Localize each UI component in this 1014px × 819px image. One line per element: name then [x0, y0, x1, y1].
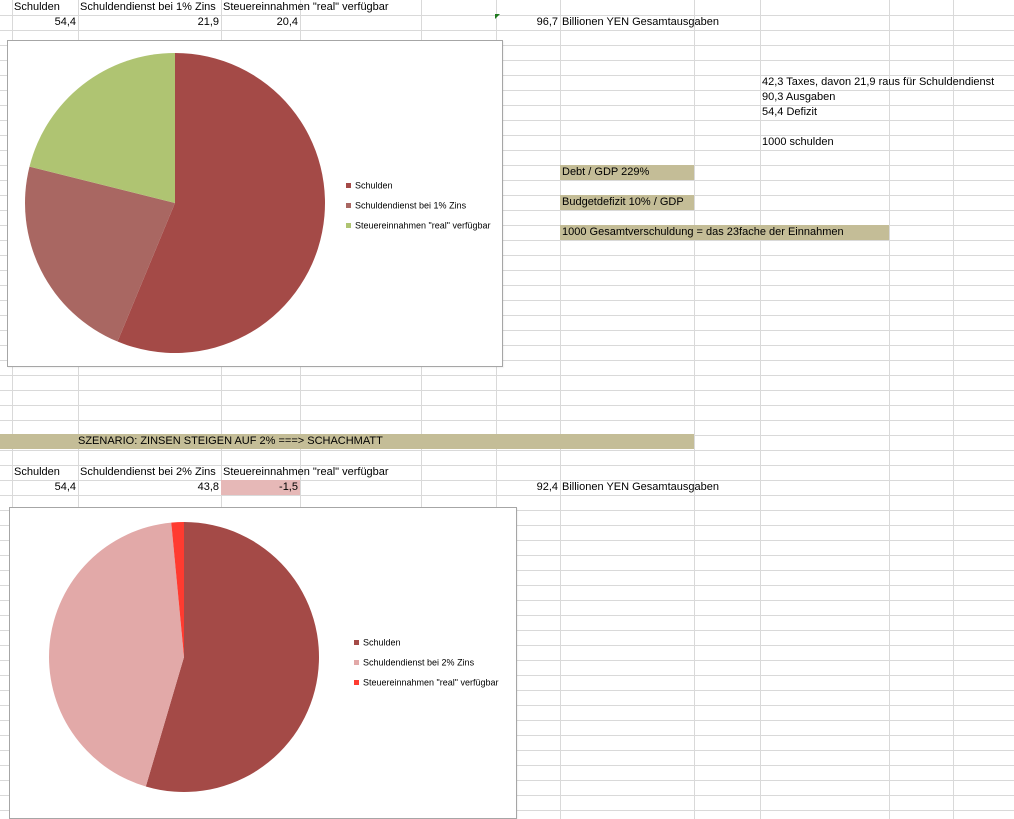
value-cell[interactable]: 54,4: [54, 16, 76, 28]
total-value-cell[interactable]: 92,4: [536, 481, 558, 493]
legend-label: Schuldendienst bei 1% Zins: [355, 200, 467, 211]
pie-slice-2[interactable]: [24, 166, 175, 342]
legend-label: Schulden: [355, 180, 393, 191]
pie-chart-2-legend: Schulden Schuldendienst bei 2% Zins Steuer…: [354, 636, 498, 696]
total-label-cell[interactable]: Billionen YEN Gesamtausgaben: [562, 16, 719, 28]
grid-row-line: [0, 405, 1014, 406]
grid-row-line: [0, 345, 1014, 346]
legend-label: Steuereinnahmen "real" verfügbar: [355, 220, 491, 231]
budget-deficit-cell[interactable]: Budgetdefizit 10% / GDP: [560, 195, 694, 210]
grid-row-line: [0, 15, 1014, 16]
grid-column-line: [300, 0, 301, 819]
grid-row-line: [0, 30, 1014, 31]
grid-row-line: [0, 195, 1014, 196]
grid-row-line: [0, 225, 1014, 226]
value-cell[interactable]: 20,4: [276, 16, 298, 28]
grid-row-line: [0, 480, 1014, 481]
grid-column-line: [12, 0, 13, 819]
legend-entry: Schulden: [354, 636, 498, 656]
grid-row-line: [0, 360, 1014, 361]
header-cell[interactable]: Schulden: [14, 466, 60, 478]
legend-swatch: [354, 680, 359, 686]
grid-column-line: [760, 0, 761, 819]
total-label-cell[interactable]: Billionen YEN Gesamtausgaben: [562, 481, 719, 493]
pie-chart-1-plot: [24, 53, 325, 353]
pie-chart-1[interactable]: Schulden Schuldendienst bei 1% Zins Steuer…: [7, 40, 503, 367]
pie-slice-1[interactable]: [145, 522, 320, 792]
grid-column-line: [496, 0, 497, 819]
debt-gdp-cell[interactable]: Debt / GDP 229%: [560, 165, 694, 180]
legend-label: Schuldendienst bei 2% Zins: [363, 657, 475, 668]
grid-row-line: [0, 255, 1014, 256]
grid-column-line: [694, 0, 695, 819]
note-cell[interactable]: 1000 schulden: [762, 136, 834, 148]
legend-label: Schulden: [363, 637, 401, 648]
legend-entry: Schuldendienst bei 1% Zins: [346, 199, 490, 219]
total-debt-cell[interactable]: 1000 Gesamtverschuldung = das 23fache de…: [560, 225, 889, 240]
value-cell[interactable]: 43,8: [197, 481, 219, 493]
grid-column-line: [221, 0, 222, 819]
pie-chart-2-plot: [49, 522, 320, 792]
grid-row-line: [0, 285, 1014, 286]
grid-column-line: [78, 0, 79, 819]
legend-entry: Steuereinnahmen "real" verfügbar: [354, 676, 498, 696]
grid-row-line: [0, 45, 1014, 46]
legend-swatch: [354, 660, 359, 666]
grid-column-line: [560, 0, 561, 819]
note-cell[interactable]: 90,3 Ausgaben: [762, 91, 836, 103]
pie-slice-2[interactable]: [49, 522, 185, 787]
grid-row-line: [0, 105, 1014, 106]
grid-row-line: [0, 375, 1014, 376]
grid-row-line: [0, 150, 1014, 151]
grid-row-line: [0, 75, 1014, 76]
header-cell[interactable]: Schuldendienst bei 1% Zins: [80, 1, 216, 13]
negative-value-cell[interactable]: -1,5: [221, 480, 300, 495]
value-cell[interactable]: 21,9: [197, 16, 219, 28]
grid-row-line: [0, 270, 1014, 271]
pie-slice-3[interactable]: [171, 522, 184, 657]
grid-row-line: [0, 180, 1014, 181]
grid-row-line: [0, 465, 1014, 466]
pie-slice-1[interactable]: [117, 53, 325, 353]
grid-row-line: [0, 165, 1014, 166]
scenario-banner[interactable]: SZENARIO: ZINSEN STEIGEN AUF 2% ===> SCH…: [0, 434, 694, 449]
legend-swatch: [354, 640, 359, 646]
pie-slice-3[interactable]: [29, 53, 176, 203]
grid-row-line: [0, 315, 1014, 316]
legend-entry: Schulden: [346, 179, 490, 199]
header-cell[interactable]: Schuldendienst bei 2% Zins: [80, 466, 216, 478]
grid-row-line: [0, 300, 1014, 301]
grid-row-line: [0, 495, 1014, 496]
note-cell[interactable]: 54,4 Defizit: [762, 106, 818, 118]
grid-row-line: [0, 420, 1014, 421]
grid-column-line: [953, 0, 954, 819]
pie-chart-1-legend: Schulden Schuldendienst bei 1% Zins Steuer…: [346, 179, 490, 239]
total-value-cell[interactable]: 96,7: [536, 16, 558, 28]
legend-swatch: [346, 223, 351, 229]
value-cell[interactable]: 54,4: [54, 481, 76, 493]
grid-row-line: [0, 120, 1014, 121]
header-cell[interactable]: Steuereinnahmen "real" verfügbar: [223, 1, 389, 13]
header-cell[interactable]: Schulden: [14, 1, 60, 13]
grid-row-line: [0, 450, 1014, 451]
grid-row-line: [0, 210, 1014, 211]
grid-row-line: [0, 60, 1014, 61]
legend-label: Steuereinnahmen "real" verfügbar: [363, 677, 499, 688]
header-cell[interactable]: Steuereinnahmen "real" verfügbar: [223, 466, 389, 478]
grid-row-line: [0, 90, 1014, 91]
legend-swatch: [346, 183, 351, 189]
grid-row-line: [0, 240, 1014, 241]
grid-row-line: [0, 390, 1014, 391]
note-cell[interactable]: 42,3 Taxes, davon 21,9 raus für Schulden…: [762, 76, 995, 88]
pie-chart-2[interactable]: Schulden Schuldendienst bei 2% Zins Steuer…: [9, 507, 517, 819]
grid-row-line: [0, 135, 1014, 136]
cell-comment-indicator: [495, 14, 500, 19]
legend-entry: Steuereinnahmen "real" verfügbar: [346, 219, 490, 239]
grid-row-line: [0, 330, 1014, 331]
legend-entry: Schuldendienst bei 2% Zins: [354, 656, 498, 676]
legend-swatch: [346, 203, 351, 209]
grid-column-line: [421, 0, 422, 819]
grid-column-line: [889, 0, 890, 819]
